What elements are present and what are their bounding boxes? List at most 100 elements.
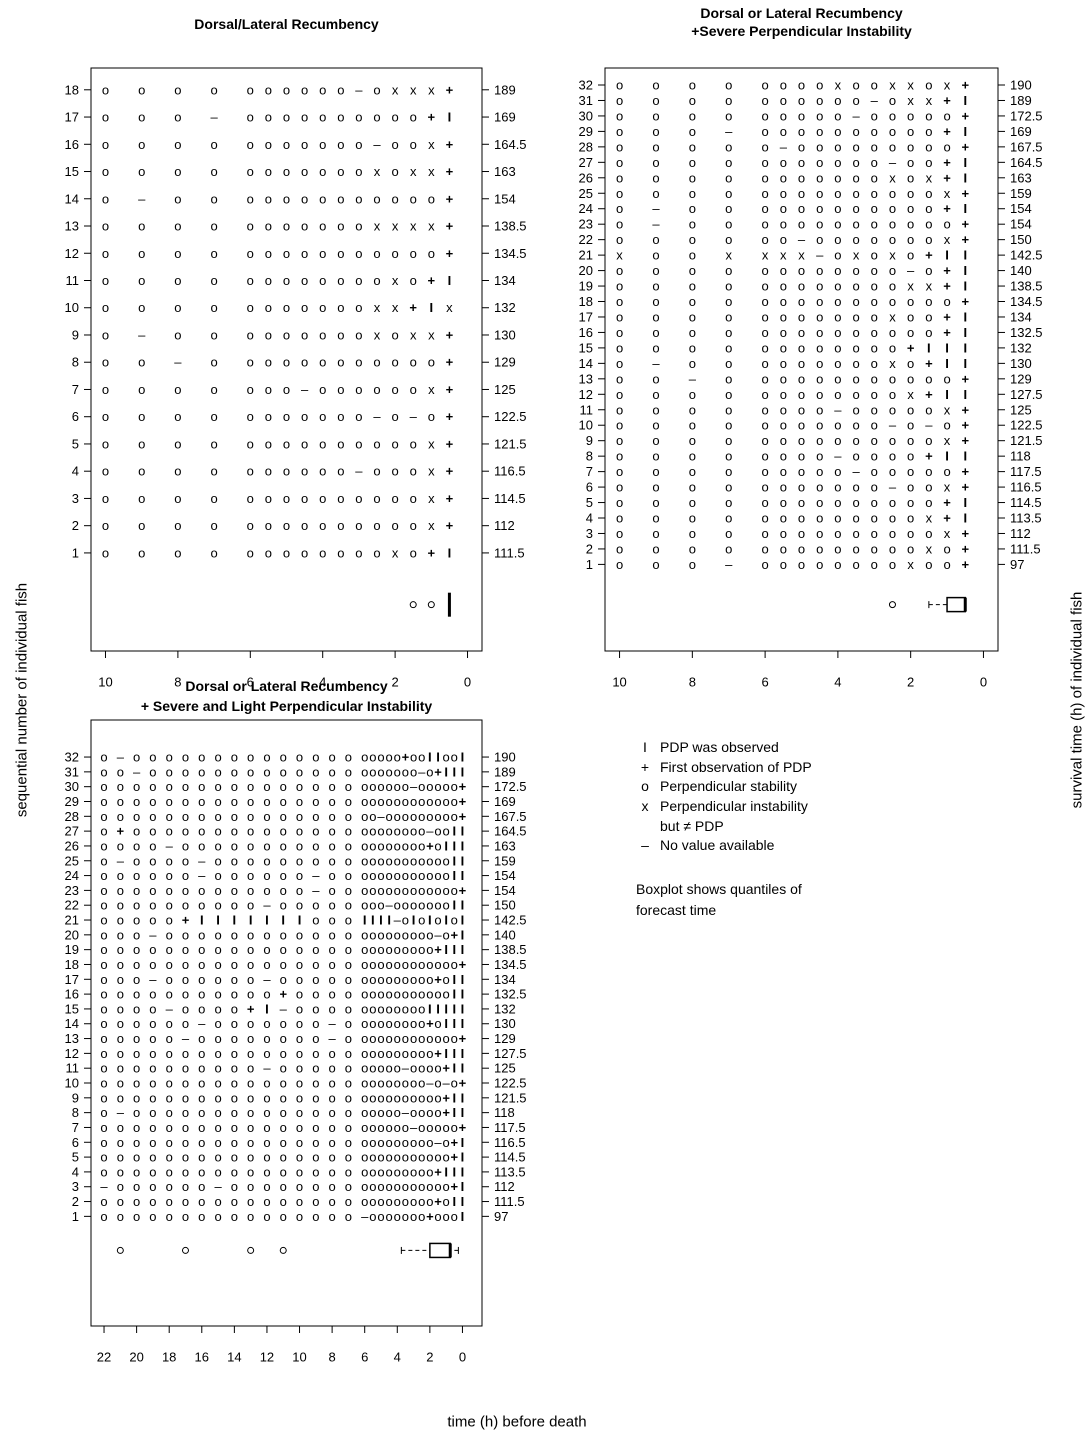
observation-symbol: o	[386, 1209, 393, 1224]
observation-symbol: o	[689, 232, 696, 247]
observation-symbol: o	[925, 294, 932, 309]
observation-symbol: o	[247, 409, 254, 424]
observation-symbol: o	[138, 246, 145, 261]
observation-symbol: o	[725, 93, 732, 108]
observation-symbol: o	[816, 108, 823, 123]
observation-symbol: o	[166, 794, 173, 809]
observation-symbol: +	[434, 1046, 442, 1061]
observation-symbol: o	[852, 217, 859, 232]
observation-symbol: x	[392, 545, 399, 560]
observation-symbol: o	[198, 1135, 205, 1150]
observation-symbol: o	[369, 957, 376, 972]
observation-symbol: o	[410, 355, 417, 370]
observation-symbol: I	[233, 913, 237, 928]
observation-symbol: –	[328, 1016, 336, 1031]
observation-symbol: o	[166, 1031, 173, 1046]
observation-symbol: +	[446, 382, 454, 397]
observation-symbol: o	[907, 217, 914, 232]
observation-symbol: I	[963, 170, 967, 185]
observation-symbol: o	[725, 186, 732, 201]
observation-symbol: o	[369, 764, 376, 779]
observation-symbol: o	[394, 1105, 401, 1120]
observation-symbol: o	[761, 480, 768, 495]
observation-symbol: o	[377, 942, 384, 957]
observation-symbol: o	[361, 853, 368, 868]
observation-symbol: +	[451, 1179, 459, 1194]
observation-symbol: o	[834, 170, 841, 185]
observation-symbol: o	[402, 883, 409, 898]
survival-time-label: 169	[494, 794, 516, 809]
observation-symbol: o	[925, 309, 932, 324]
observation-symbol: I	[452, 1061, 456, 1076]
observation-symbol: o	[198, 1061, 205, 1076]
observation-symbol: o	[852, 402, 859, 417]
y-tick-label: 21	[579, 248, 593, 263]
observation-symbol: o	[283, 545, 290, 560]
observation-symbol: o	[198, 1090, 205, 1105]
observation-symbol: o	[149, 1120, 156, 1135]
observation-symbol: o	[182, 1001, 189, 1016]
observation-symbol: x	[907, 279, 914, 294]
observation-symbol: o	[907, 139, 914, 154]
observation-symbol: o	[871, 279, 878, 294]
observation-symbol: I	[461, 1209, 465, 1224]
observation-symbol: o	[345, 764, 352, 779]
observation-symbol: o	[725, 371, 732, 386]
y-tick-label: 12	[65, 1046, 79, 1061]
observation-symbol: o	[102, 409, 109, 424]
observation-symbol: o	[138, 436, 145, 451]
observation-symbol: I	[452, 1090, 456, 1105]
observation-symbol: o	[798, 294, 805, 309]
survival-time-label: 125	[494, 1061, 516, 1076]
observation-symbol: o	[337, 382, 344, 397]
observation-symbol: –	[301, 382, 309, 397]
survival-time-label: 132	[1010, 340, 1032, 355]
observation-symbol: o	[328, 883, 335, 898]
y-tick-label: 18	[65, 957, 79, 972]
observation-symbol: o	[296, 972, 303, 987]
observation-symbol: o	[652, 541, 659, 556]
observation-symbol: o	[907, 201, 914, 216]
observation-symbol: o	[117, 1016, 124, 1031]
observation-symbol: o	[798, 279, 805, 294]
observation-symbol: o	[166, 883, 173, 898]
observation-symbol: I	[379, 913, 383, 928]
observation-symbol: o	[361, 824, 368, 839]
observation-symbol: o	[373, 491, 380, 506]
observation-symbol: o	[328, 927, 335, 942]
survival-time-label: 116.5	[494, 1135, 526, 1150]
observation-symbol: o	[386, 794, 393, 809]
observation-symbol: o	[834, 541, 841, 556]
observation-symbol: –	[355, 82, 363, 97]
panel-title: +Severe Perpendicular Instability	[691, 23, 912, 39]
observation-symbol: x	[410, 219, 417, 234]
observation-symbol: o	[138, 164, 145, 179]
observation-symbol: o	[247, 137, 254, 152]
observation-symbol: +	[459, 1120, 467, 1135]
observation-symbol: o	[377, 1135, 384, 1150]
observation-symbol: o	[402, 809, 409, 824]
observation-symbol: o	[689, 108, 696, 123]
observation-symbol: o	[652, 557, 659, 572]
observation-symbol: o	[852, 279, 859, 294]
observation-symbol: o	[100, 1164, 107, 1179]
observation-symbol: o	[394, 972, 401, 987]
observation-symbol: –	[263, 1061, 271, 1076]
observation-symbol: o	[247, 927, 254, 942]
observation-symbol: I	[461, 972, 465, 987]
observation-symbol: o	[689, 356, 696, 371]
observation-symbol: o	[214, 972, 221, 987]
observation-symbol: o	[780, 279, 787, 294]
observation-symbol: o	[780, 124, 787, 139]
plot-frame	[90, 719, 483, 1327]
observation-symbol: o	[214, 868, 221, 883]
survival-time-label: 112	[494, 518, 515, 533]
observation-symbol: o	[426, 1164, 433, 1179]
observation-symbol: o	[345, 1120, 352, 1135]
observation-symbol: o	[182, 942, 189, 957]
observation-symbol: o	[780, 108, 787, 123]
observation-symbol: x	[907, 557, 914, 572]
observation-symbol: o	[391, 327, 398, 342]
observation-symbol: o	[280, 1179, 287, 1194]
